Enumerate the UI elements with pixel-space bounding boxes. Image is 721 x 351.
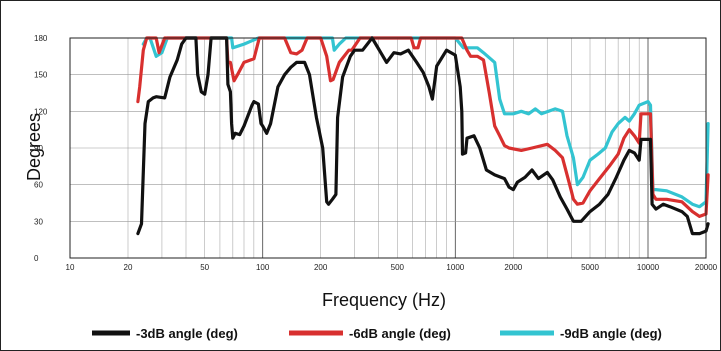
x-tick-label: 10 (66, 263, 75, 272)
y-tick-label: 60 (34, 181, 43, 190)
y-tick-label: 180 (34, 34, 48, 43)
legend-label-9db: -9dB angle (deg) (560, 326, 662, 341)
x-tick-label: 20 (124, 263, 133, 272)
series-line-0 (136, 36, 710, 236)
legend-item-6db: -6dB angle (deg) (289, 326, 451, 341)
legend-item-3db: -3dB angle (deg) (92, 326, 238, 341)
legend-item-9db: -9dB angle (deg) (500, 326, 662, 341)
x-tick-label: 500 (391, 263, 405, 272)
x-tick-label: 50 (200, 263, 209, 272)
series-line-2 (141, 36, 710, 209)
x-tick-label: 5000 (581, 263, 599, 272)
series-lines (136, 36, 710, 236)
legend-label-6db: -6dB angle (deg) (349, 326, 451, 341)
x-tick-label: 2000 (504, 263, 522, 272)
x-tick-label: 200 (314, 263, 328, 272)
y-tick-label: 30 (34, 217, 43, 226)
y-axis-title: Degrees (24, 113, 44, 181)
legend: -3dB angle (deg) -6dB angle (deg) -9dB a… (92, 326, 662, 341)
x-tick-label: 10000 (637, 263, 660, 272)
legend-label-3db: -3dB angle (deg) (136, 326, 238, 341)
grid (69, 37, 707, 259)
x-tick-label: 20000 (695, 263, 718, 272)
y-tick-label: 150 (34, 71, 48, 80)
x-axis-title: Frequency (Hz) (322, 290, 446, 310)
x-tick-label: 100 (256, 263, 270, 272)
y-tick-label: 120 (34, 107, 48, 116)
tick-labels: 0 30 60 90 120 150 180 10 20 50 100 200 500 1000 2000 5… (34, 34, 718, 272)
plot-border (69, 37, 707, 259)
series-line-1 (136, 36, 710, 218)
x-tick-label: 1000 (446, 263, 464, 272)
y-tick-label: 90 (34, 144, 43, 153)
y-tick-label: 0 (34, 254, 39, 263)
